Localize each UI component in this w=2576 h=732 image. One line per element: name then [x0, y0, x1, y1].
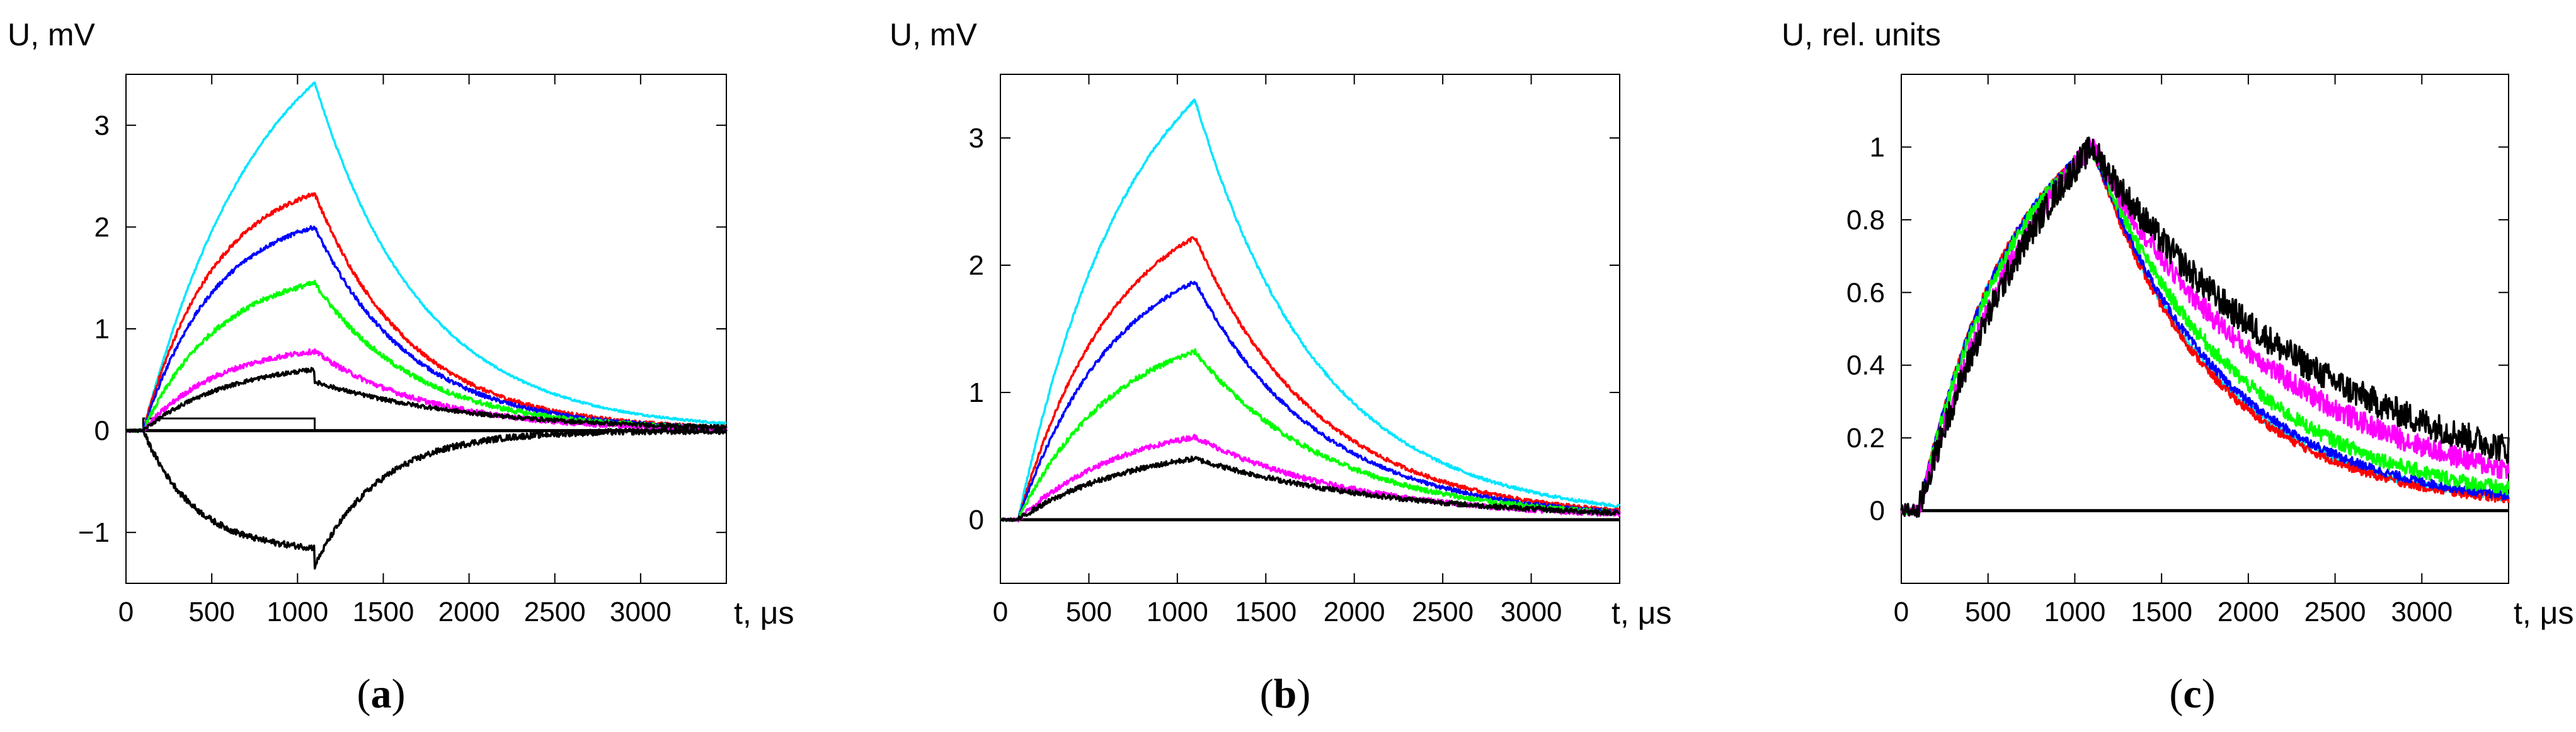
panel-c-x-tick-label: 3000 — [2391, 597, 2453, 627]
panel-a-x-tick-label: 2500 — [524, 597, 586, 627]
panel-a-y-tick-label: 1 — [94, 314, 110, 345]
panel-b-y-tick-label: 0 — [969, 505, 984, 535]
panel-b-y-tick-label: 1 — [969, 377, 984, 408]
panel-a-letter: a — [371, 671, 392, 717]
panel-b-x-tick-label: 1000 — [1147, 597, 1208, 627]
panel-b-x-tick-label: 1500 — [1235, 597, 1297, 627]
panel-c-label: (c) — [2169, 671, 2215, 717]
panel-a-series-blue-2 — [125, 225, 727, 433]
panel-a-y-tick-label: −1 — [78, 517, 110, 548]
panel-c-plot-frame — [1901, 74, 2509, 584]
panel-c-x-tick-label: 0 — [1894, 597, 1909, 627]
panel-b-letter: b — [1274, 671, 1297, 717]
panel-c-x-tick-label: 2000 — [2218, 597, 2279, 627]
panel-a: U, mV t, μs (a) 0 500 1000 1500 2000 2500 3000… — [8, 17, 794, 717]
panel-c-y-tick-label: 0.4 — [1846, 350, 1885, 381]
panel-a-plot: 0 500 1000 1500 2000 2500 3000 −1 0 1 2 3 — [78, 74, 728, 627]
panel-c-x-tick-label: 1000 — [2044, 597, 2105, 627]
panel-c-y-tick-label: 0.8 — [1846, 205, 1885, 236]
panel-b-y-tick-label: 2 — [969, 250, 984, 281]
panel-a-x-tick-label: 500 — [188, 597, 234, 627]
panel-a-series-black-6 — [125, 426, 728, 570]
panel-a-x-tick-label: 3000 — [610, 597, 672, 627]
panel-a-x-tick-label: 0 — [118, 597, 134, 627]
panel-c-y-tick-label: 0 — [1870, 496, 1885, 527]
panel-b-series-black-5 — [1000, 455, 1621, 522]
panel-b: U, mV t, μs (b) 0 500 1000 1500 2000 2500 3000… — [890, 17, 1671, 717]
panel-a-x-axis-label: t, μs — [734, 595, 794, 631]
panel-b-x-tick-label: 2500 — [1412, 597, 1474, 627]
panel-c-series-black-5 — [1900, 136, 2510, 518]
panel-b-x-tick-label: 3000 — [1501, 597, 1562, 627]
panel-a-y-tick-label: 3 — [94, 110, 110, 141]
panel-b-plot: 0 500 1000 1500 2000 2500 3000 0 1 2 3 — [969, 74, 1621, 627]
panel-c-letter: c — [2183, 671, 2201, 717]
panel-a-y-axis-label: U, mV — [8, 17, 96, 52]
panel-a-y-tick-label: 2 — [94, 212, 110, 243]
panel-c-y-tick-label: 0.6 — [1846, 277, 1885, 308]
panel-b-x-tick-label: 500 — [1066, 597, 1112, 627]
panel-a-x-tick-label: 1500 — [352, 597, 414, 627]
panel-b-x-axis-label: t, μs — [1611, 595, 1671, 631]
panel-b-x-tick-label: 0 — [993, 597, 1008, 627]
panel-b-series-green-3 — [999, 348, 1621, 522]
panel-c-plot: 0 500 1000 1500 2000 2500 3000 0 0.2 0.4 0.6 0.8 1 — [1846, 74, 2510, 627]
panel-b-y-axis-label: U, mV — [890, 17, 978, 52]
panel-c-x-tick-label: 1500 — [2131, 597, 2192, 627]
panel-a-x-tick-label: 2000 — [438, 597, 500, 627]
panel-a-excitation-pulse — [142, 417, 316, 431]
panel-c-y-tick-label: 0.2 — [1846, 423, 1885, 454]
panel-c-y-tick-label: 1 — [1870, 132, 1885, 163]
panel-b-x-tick-label: 2000 — [1324, 597, 1385, 627]
panel-b-series-red-1 — [1000, 236, 1621, 522]
panel-a-y-tick-label: 0 — [94, 416, 110, 447]
panel-c-x-tick-label: 500 — [1965, 597, 2011, 627]
panel-c-x-axis-label: t, μs — [2514, 595, 2573, 631]
panel-b-label: (b) — [1260, 671, 1311, 717]
panel-a-x-tick-label: 1000 — [266, 597, 328, 627]
panel-c-x-tick-label: 2500 — [2304, 597, 2366, 627]
panel-c-series-green-3 — [1900, 146, 2510, 515]
panel-c: U, rel. units t, μs (c) 0 500 1000 1500 2000… — [1782, 17, 2573, 717]
panel-b-series-cyan-0 — [1000, 98, 1621, 522]
panel-b-plot-frame — [1000, 74, 1620, 584]
panel-b-y-tick-label: 3 — [969, 123, 984, 154]
panel-a-series-cyan-0 — [125, 81, 727, 432]
panel-c-y-axis-label: U, rel. units — [1782, 17, 1941, 52]
panel-c-series-magenta-4 — [1900, 138, 2510, 517]
panel-a-series-black-5 — [125, 367, 728, 433]
panel-a-label: (a) — [357, 671, 406, 717]
